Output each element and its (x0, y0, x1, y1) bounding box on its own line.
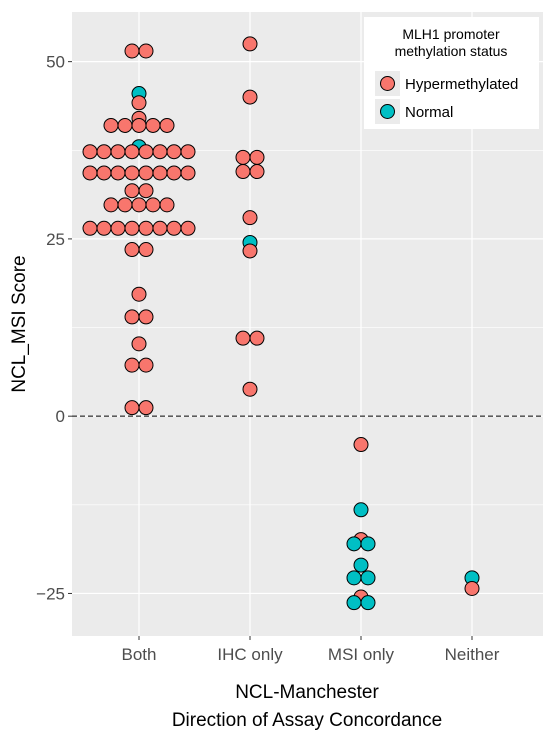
y-tick-label: 50 (46, 53, 65, 72)
data-point-hypermethylated (117, 117, 133, 133)
data-point-hypermethylated (138, 400, 154, 416)
data-point-hypermethylated (242, 243, 258, 259)
data-point-hypermethylated (152, 165, 168, 181)
data-point-hypermethylated (242, 210, 258, 226)
data-point-hypermethylated (117, 197, 133, 213)
legend-title-line-2: methylation status (395, 43, 508, 59)
data-point-hypermethylated (242, 36, 258, 52)
data-point-hypermethylated (138, 357, 154, 373)
data-point-hypermethylated (166, 144, 182, 160)
data-point-normal (353, 502, 369, 518)
data-point-hypermethylated (82, 144, 98, 160)
data-point-hypermethylated (235, 330, 251, 346)
data-point-hypermethylated (124, 309, 140, 325)
data-point-hypermethylated (124, 400, 140, 416)
data-point-hypermethylated (180, 144, 196, 160)
data-point-normal (360, 595, 376, 611)
data-point-hypermethylated (96, 165, 112, 181)
data-point-hypermethylated (131, 286, 147, 302)
y-axis-title: NCL_MSI Score (9, 255, 30, 392)
data-point-hypermethylated (131, 95, 147, 111)
x-tick-label: Neither (445, 645, 500, 664)
data-point-hypermethylated (145, 197, 161, 213)
data-point-hypermethylated (159, 117, 175, 133)
data-point-hypermethylated (82, 165, 98, 181)
data-point-hypermethylated (110, 165, 126, 181)
data-point-normal (346, 595, 362, 611)
data-point-hypermethylated (103, 197, 119, 213)
data-point-hypermethylated (138, 183, 154, 199)
data-point-hypermethylated (124, 144, 140, 160)
data-point-hypermethylated (235, 164, 251, 180)
data-point-hypermethylated (145, 117, 161, 133)
data-point-hypermethylated (124, 242, 140, 258)
y-tick-label: −25 (36, 584, 65, 603)
data-point-hypermethylated (166, 165, 182, 181)
data-point-normal (346, 570, 362, 586)
data-point-hypermethylated (152, 144, 168, 160)
data-point-hypermethylated (82, 220, 98, 236)
legend-key-hypermethylated (380, 76, 395, 91)
x-axis-title-line-2: Direction of Assay Concordance (172, 710, 442, 731)
data-point-hypermethylated (131, 117, 147, 133)
data-point-hypermethylated (103, 117, 119, 133)
data-point-hypermethylated (124, 183, 140, 199)
data-point-hypermethylated (138, 43, 154, 59)
legend-key-normal (380, 104, 395, 119)
data-point-hypermethylated (152, 220, 168, 236)
data-point-hypermethylated (138, 309, 154, 325)
data-point-hypermethylated (124, 165, 140, 181)
data-point-hypermethylated (242, 89, 258, 105)
x-axis-ticks: Both IHC only MSI only Neither (122, 636, 500, 664)
data-point-hypermethylated (242, 381, 258, 397)
data-point-hypermethylated (353, 437, 369, 453)
data-point-hypermethylated (249, 330, 265, 346)
x-tick-label: IHC only (217, 645, 283, 664)
y-axis-ticks: −25 0 25 50 (36, 53, 72, 603)
x-axis-title-line-1: NCL-Manchester (235, 682, 379, 703)
data-point-hypermethylated (124, 357, 140, 373)
data-point-hypermethylated (138, 242, 154, 258)
data-point-hypermethylated (131, 336, 147, 352)
data-point-hypermethylated (138, 220, 154, 236)
data-point-hypermethylated (96, 144, 112, 160)
data-point-hypermethylated (131, 197, 147, 213)
data-point-hypermethylated (180, 220, 196, 236)
x-tick-label: Both (122, 645, 157, 664)
data-point-hypermethylated (124, 43, 140, 59)
data-point-hypermethylated (235, 149, 251, 165)
data-point-normal (360, 536, 376, 552)
y-tick-label: 0 (56, 407, 65, 426)
data-points (82, 36, 480, 611)
data-point-hypermethylated (180, 165, 196, 181)
data-point-normal (346, 536, 362, 552)
data-point-hypermethylated (159, 197, 175, 213)
data-point-normal (360, 570, 376, 586)
legend-label-normal: Normal (405, 104, 453, 121)
data-point-hypermethylated (464, 580, 480, 596)
data-point-hypermethylated (249, 149, 265, 165)
data-point-hypermethylated (110, 220, 126, 236)
data-point-hypermethylated (96, 220, 112, 236)
legend: MLH1 promoter methylation status Hyperme… (364, 17, 539, 129)
data-point-hypermethylated (249, 164, 265, 180)
data-point-hypermethylated (138, 144, 154, 160)
legend-label-hypermethylated: Hypermethylated (405, 76, 518, 93)
data-point-normal (353, 557, 369, 573)
legend-title-line-1: MLH1 promoter (402, 26, 500, 42)
data-point-hypermethylated (138, 165, 154, 181)
x-tick-label: MSI only (328, 645, 395, 664)
y-tick-label: 25 (46, 230, 65, 249)
data-point-hypermethylated (166, 220, 182, 236)
data-point-hypermethylated (110, 144, 126, 160)
data-point-hypermethylated (124, 220, 140, 236)
